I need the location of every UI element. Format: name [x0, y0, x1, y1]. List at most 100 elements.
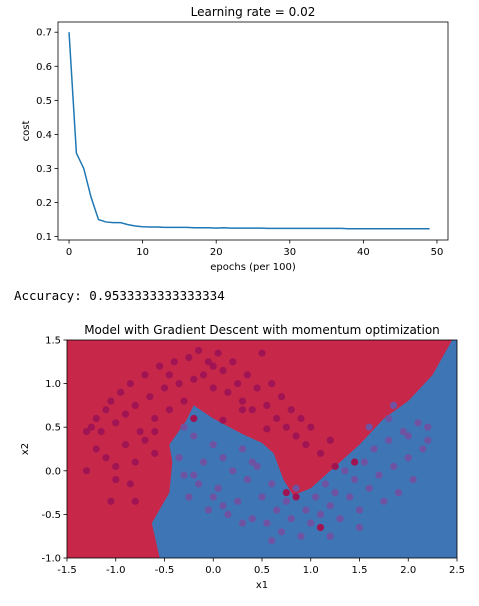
point-class-1 — [219, 502, 227, 510]
point-class-1 — [282, 497, 290, 505]
point-class-1 — [180, 423, 188, 431]
point-class-1 — [394, 489, 403, 497]
point-class-0 — [292, 432, 300, 440]
point-class-0 — [151, 427, 159, 436]
point-class-1 — [351, 475, 359, 484]
point-class-1 — [404, 454, 412, 462]
y-axis-label-x2: x2 — [20, 443, 31, 455]
point-class-0 — [243, 371, 251, 379]
point-class-1 — [238, 445, 247, 453]
x-tick-label: -1.5 — [57, 565, 77, 576]
y-tick-label: 1.0 — [45, 379, 61, 390]
x-tick-label: 0.0 — [205, 565, 221, 576]
point-class-1 — [424, 423, 432, 431]
point-class-1 — [365, 423, 373, 431]
point-class-1 — [195, 480, 203, 488]
point-class-1 — [287, 515, 295, 523]
point-class-0 — [204, 358, 212, 366]
x-axis-label-x1: x1 — [256, 580, 268, 591]
x-tick-label: 1.5 — [352, 565, 368, 576]
point-class-0 — [102, 406, 110, 414]
point-class-1 — [219, 454, 227, 462]
y-tick-label: -1.0 — [41, 554, 61, 565]
point-class-0 — [268, 380, 276, 388]
point-class-1 — [380, 497, 388, 505]
point-class-1 — [190, 471, 198, 479]
point-class-0 — [131, 497, 139, 505]
chart-title-learning-rate: Learning rate = 0.02 — [191, 5, 316, 19]
point-class-0 — [219, 366, 227, 375]
point-class-0 — [102, 454, 110, 462]
point-class-0 — [331, 462, 339, 471]
top-axes-frame — [57, 21, 449, 241]
y-tick-label: 0.5 — [36, 96, 52, 107]
y-tick-label: 0.3 — [36, 164, 52, 175]
point-class-1 — [326, 502, 334, 510]
point-class-1 — [307, 519, 315, 527]
point-class-0 — [258, 349, 266, 357]
point-class-0 — [136, 427, 144, 436]
point-class-1 — [243, 475, 251, 484]
x-tick-label: 2.0 — [400, 565, 416, 576]
point-class-0 — [165, 406, 173, 414]
point-class-0 — [263, 425, 271, 433]
point-class-1 — [375, 471, 383, 479]
point-class-1 — [390, 462, 398, 471]
point-class-0 — [141, 436, 149, 444]
point-class-1 — [385, 414, 393, 423]
point-class-0 — [238, 406, 247, 414]
x-tick-label: 1.0 — [303, 565, 319, 576]
point-class-1 — [273, 506, 281, 514]
x-tick-label: 40 — [357, 247, 370, 258]
point-class-1 — [321, 480, 329, 488]
x-tick-label: 10 — [136, 247, 149, 258]
point-class-0 — [190, 414, 198, 423]
point-class-0 — [126, 480, 134, 488]
point-class-1 — [331, 489, 339, 497]
point-class-0 — [351, 458, 359, 466]
point-class-0 — [316, 523, 325, 532]
point-class-0 — [282, 489, 290, 497]
point-class-1 — [346, 493, 354, 501]
point-class-0 — [107, 497, 115, 505]
point-class-0 — [165, 371, 173, 379]
x-tick-label: 2.5 — [449, 565, 465, 576]
point-class-0 — [82, 467, 91, 475]
point-class-0 — [156, 362, 164, 370]
point-class-1 — [355, 506, 364, 514]
point-class-0 — [141, 371, 149, 379]
point-class-1 — [258, 493, 266, 501]
point-class-0 — [326, 436, 334, 444]
point-class-1 — [404, 432, 412, 440]
x-axis-label-epochs: epochs (per 100) — [210, 262, 296, 273]
point-class-1 — [409, 475, 417, 484]
point-class-0 — [214, 349, 222, 357]
point-class-1 — [214, 484, 222, 492]
point-class-1 — [316, 510, 325, 518]
point-class-1 — [312, 493, 320, 501]
point-class-1 — [336, 515, 344, 523]
y-axis-label-cost: cost — [21, 121, 32, 142]
point-class-1 — [419, 445, 427, 453]
x-tick-label: 20 — [210, 247, 223, 258]
point-class-1 — [180, 471, 188, 479]
point-class-0 — [97, 427, 105, 436]
point-class-0 — [238, 397, 247, 405]
point-class-0 — [234, 380, 242, 388]
point-class-1 — [399, 427, 407, 436]
y-tick-label: 0.7 — [36, 28, 52, 39]
point-class-0 — [180, 397, 188, 405]
point-class-0 — [302, 441, 310, 449]
point-class-0 — [112, 462, 120, 471]
y-tick-label: 1.5 — [45, 336, 61, 347]
point-class-1 — [185, 493, 193, 501]
point-class-0 — [175, 380, 183, 388]
point-class-0 — [131, 458, 139, 466]
point-class-0 — [92, 414, 100, 423]
x-tick-label: 30 — [283, 247, 296, 258]
point-class-1 — [248, 458, 256, 466]
x-tick-label: -0.5 — [155, 565, 175, 576]
point-class-1 — [234, 497, 242, 505]
x-tick-label: 0 — [66, 247, 72, 258]
